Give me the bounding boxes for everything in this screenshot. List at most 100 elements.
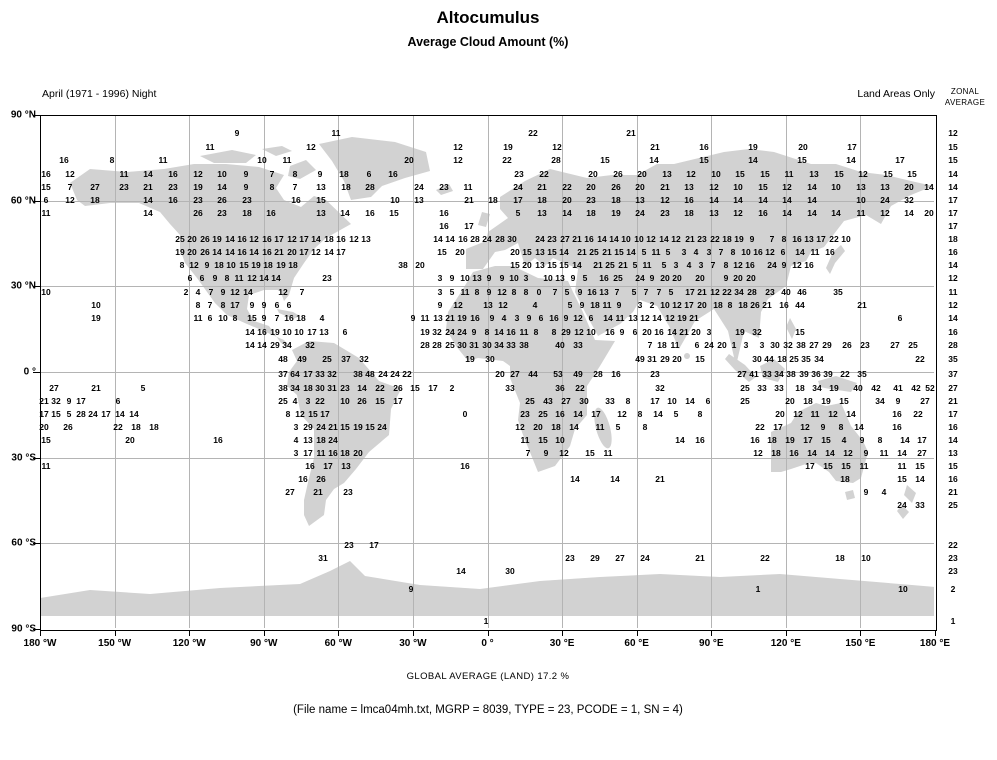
- grid-value: 0: [536, 286, 542, 297]
- grid-value: 16: [470, 312, 480, 323]
- grid-value: 16: [825, 246, 835, 257]
- longitude-tick: [263, 630, 265, 636]
- grid-value: 16: [587, 286, 597, 297]
- grid-value: 21: [762, 299, 772, 310]
- grid-value: 11: [615, 312, 625, 323]
- grid-value: 38: [398, 259, 408, 270]
- grid-value: 11: [420, 312, 430, 323]
- grid-value: 27: [737, 368, 747, 379]
- grid-value: 12: [189, 259, 199, 270]
- borneo-shape: [760, 359, 785, 382]
- grid-value: 16: [792, 233, 802, 244]
- longitude-label: 90 °E: [699, 638, 724, 649]
- grid-value: 16: [789, 447, 799, 458]
- baffin-island-shape: [288, 160, 316, 179]
- grid-value: 13: [635, 194, 645, 205]
- grid-value: 12: [800, 421, 810, 432]
- grid-value: 17: [847, 141, 857, 152]
- grid-value: 5: [567, 299, 573, 310]
- grid-value: 20: [904, 181, 914, 192]
- grid-value: 12: [733, 259, 743, 270]
- grid-value: 13: [662, 168, 672, 179]
- grid-value: 17: [513, 194, 523, 205]
- grid-value: 18: [340, 447, 350, 458]
- zonal-average-value: 25: [948, 499, 958, 510]
- grid-value: 18: [586, 207, 596, 218]
- grid-value: 29: [303, 421, 313, 432]
- grid-value: 21: [537, 181, 547, 192]
- grid-value: 18: [551, 421, 561, 432]
- grid-value: 16: [684, 194, 694, 205]
- grid-value: 10: [711, 168, 721, 179]
- grid-value: 20: [187, 246, 197, 257]
- grid-value: 11: [595, 421, 605, 432]
- grid-value: 32: [655, 382, 665, 393]
- grid-value: 5: [140, 382, 146, 393]
- grid-value: 15: [695, 353, 705, 364]
- zonal-average-value: 14: [948, 181, 958, 192]
- grid-value: 14: [249, 246, 259, 257]
- grid-value: 34: [494, 339, 504, 350]
- grid-value: 12: [709, 181, 719, 192]
- grid-value: 17: [591, 408, 601, 419]
- cuba-shape: [277, 309, 300, 319]
- grid-value: 21: [274, 246, 284, 257]
- grid-value: 14: [667, 326, 677, 337]
- grid-value: 8: [730, 246, 736, 257]
- grid-value: 15: [907, 168, 917, 179]
- grid-value: 14: [675, 434, 685, 445]
- grid-value: 11: [316, 447, 326, 458]
- grid-value: 16: [257, 326, 267, 337]
- grid-value: 21: [577, 246, 587, 257]
- grid-value: 22: [913, 408, 923, 419]
- grid-value: 14: [846, 408, 856, 419]
- grid-value: 23: [586, 194, 596, 205]
- grid-value: 15: [823, 460, 833, 471]
- grid-value: 14: [825, 447, 835, 458]
- grid-value: 16: [804, 259, 814, 270]
- longitude-label: 60 °W: [324, 638, 352, 649]
- grid-value: 23: [860, 339, 870, 350]
- grid-value: 13: [537, 207, 547, 218]
- grid-value: 18: [149, 421, 159, 432]
- grid-value: 28: [593, 368, 603, 379]
- longitude-tick: [860, 630, 862, 636]
- grid-value: 26: [613, 168, 623, 179]
- grid-value: 30: [579, 395, 589, 406]
- grid-value: 24: [414, 181, 424, 192]
- grid-value: 4: [881, 486, 887, 497]
- grid-value: 24: [880, 194, 890, 205]
- grid-value: 35: [801, 353, 811, 364]
- grid-value: 0: [462, 408, 468, 419]
- grid-value: 21: [697, 286, 707, 297]
- period-label: April (1971 - 1996) Night: [42, 88, 157, 100]
- grid-value: 24: [704, 339, 714, 350]
- grid-value: 3: [293, 447, 299, 458]
- grid-value: 19: [420, 326, 430, 337]
- zonal-average-value: 15: [948, 141, 958, 152]
- grid-value: 43: [543, 395, 553, 406]
- grid-value: 5: [449, 286, 455, 297]
- zonal-average-value: 17: [948, 220, 958, 231]
- grid-value: 16: [779, 299, 789, 310]
- longitude-label: 180 °W: [23, 638, 57, 649]
- grid-value: 5: [641, 246, 647, 257]
- longitude-label: 60 °E: [624, 638, 649, 649]
- zonal-header-line1: ZONAL: [950, 87, 980, 96]
- grid-value: 4: [293, 434, 299, 445]
- grid-value: 7: [292, 181, 298, 192]
- grid-value: 17: [684, 299, 694, 310]
- grid-value: 15: [365, 421, 375, 432]
- grid-value: 9: [489, 312, 495, 323]
- grid-value: 19: [175, 246, 185, 257]
- grid-value: 20: [924, 207, 934, 218]
- grid-value: 12: [792, 259, 802, 270]
- grid-value: 10: [282, 326, 292, 337]
- grid-value: 14: [456, 565, 466, 576]
- grid-value: 31: [327, 382, 337, 393]
- grid-value: 8: [781, 233, 787, 244]
- grid-value: 20: [697, 299, 707, 310]
- grid-value: 21: [650, 141, 660, 152]
- grid-value: 14: [610, 473, 620, 484]
- grid-value: 12: [498, 299, 508, 310]
